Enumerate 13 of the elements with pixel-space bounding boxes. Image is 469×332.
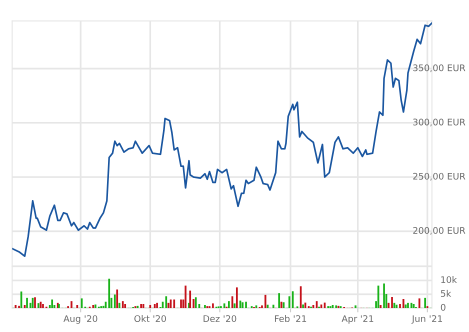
x-tick-label: Okt '20 [134, 315, 166, 322]
y-tick-label: 250,00 EUR [413, 172, 466, 181]
y-tick-label: 300,00 EUR [413, 118, 466, 126]
x-tick-label: Apr '21 [342, 315, 374, 324]
x-tick-label: Dez '20 [204, 315, 236, 322]
y-tick-label: 350,00 EUR [413, 64, 466, 72]
y-tick-label: 10k [441, 276, 457, 284]
y-tick-label: 5k [440, 290, 452, 297]
y-tick-label: 0 [440, 304, 446, 311]
x-tick-label: Feb '21 [274, 315, 306, 322]
x-tick-label: Aug '20 [63, 315, 98, 324]
y-tick-label: 200,00 EUR [413, 227, 466, 235]
x-tick-label: Jun '21 [411, 315, 442, 324]
